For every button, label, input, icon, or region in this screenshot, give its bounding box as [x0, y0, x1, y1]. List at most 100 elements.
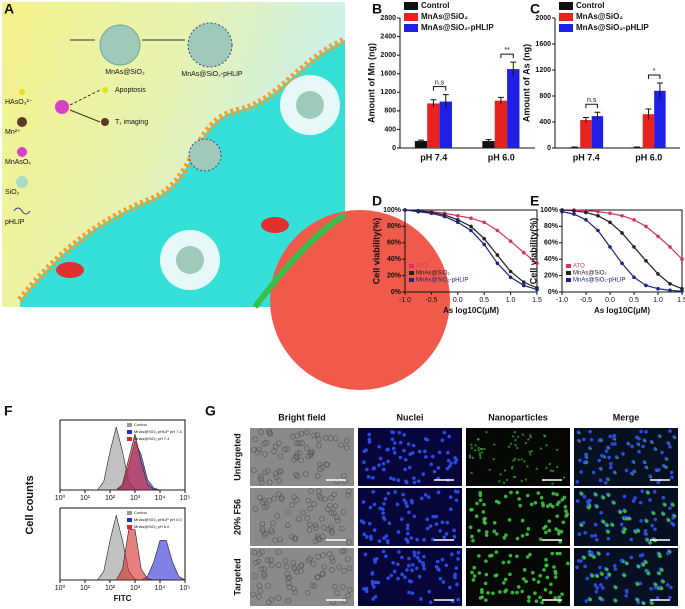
cell [289, 433, 296, 440]
icon [101, 118, 109, 126]
np-dot [533, 501, 538, 505]
nucleus-dot [427, 589, 432, 594]
nucleus-dot [432, 469, 437, 474]
np-dot [509, 490, 513, 495]
np-dot [508, 572, 512, 577]
nucleus-dot [633, 496, 637, 500]
nucleus-dot [402, 433, 406, 437]
nucleus-dot [422, 566, 426, 571]
error-bar [430, 99, 437, 108]
error-bar [442, 94, 449, 109]
nucleus-dot [378, 456, 383, 461]
cell [250, 591, 256, 598]
nucleus-dot [407, 590, 411, 595]
cell [298, 568, 304, 574]
np-dot [527, 438, 530, 441]
nucleus-dot [382, 536, 386, 541]
np-dot [477, 554, 481, 558]
cell [313, 525, 319, 531]
np-dot [654, 448, 658, 451]
nucleus-dot [393, 490, 397, 494]
nucleus-dot [372, 585, 376, 589]
nucleus-dot [372, 466, 376, 470]
np-dot [494, 499, 499, 504]
np-dot [470, 570, 474, 575]
nucleus-dot [396, 576, 400, 581]
legend-swatch [404, 13, 418, 21]
np-dot [494, 573, 499, 577]
np-dot [665, 466, 668, 470]
cell [261, 532, 268, 538]
np-dot [486, 591, 490, 595]
np-dot [544, 563, 548, 568]
nucleus-dot [405, 526, 410, 531]
np-dot [597, 551, 601, 556]
error-bar [418, 139, 425, 142]
np-dot [517, 497, 521, 501]
x-tick-label: 1.0 [653, 297, 663, 304]
legend-label: MnAs@SiO₂ [416, 271, 450, 277]
cell [278, 496, 285, 502]
np-dot [606, 530, 611, 534]
nucleus-dot [412, 476, 416, 480]
y-tick-label: 60% [544, 240, 559, 247]
cell [332, 503, 339, 509]
legend-label: MnAs@SiO₂-pHLIP [573, 278, 625, 284]
np-dot [607, 447, 611, 450]
nucleus-dot [369, 537, 373, 541]
marker [456, 213, 460, 218]
x-tick-label: 0.5 [629, 297, 639, 304]
np-dot [566, 561, 570, 566]
nucleus-dot [649, 586, 653, 591]
marker [482, 242, 487, 247]
np-dot [623, 509, 627, 514]
panel-label: C [530, 1, 540, 17]
np-dot [644, 461, 647, 465]
np-dot [502, 581, 506, 585]
cell [341, 597, 348, 604]
marker [403, 208, 407, 212]
marker [572, 209, 576, 213]
x-tick-label: 10⁰ [55, 584, 66, 592]
y-tick-label: 0 [547, 145, 551, 152]
nucleus-dot [401, 492, 405, 497]
np-dot [601, 520, 606, 524]
nucleus-dot [456, 597, 461, 602]
np-dot [600, 572, 604, 576]
np-dot [503, 469, 507, 472]
y-tick-label: 20% [544, 272, 559, 279]
nucleus-dot [423, 449, 427, 454]
np-dot [545, 575, 550, 580]
marker [608, 211, 612, 216]
cell [289, 502, 295, 508]
y-tick-label: 1200 [535, 67, 551, 74]
cell [268, 562, 275, 569]
cell [262, 469, 269, 476]
np-dot [635, 582, 640, 586]
nucleus-dot [597, 458, 602, 463]
nucleus-dot [629, 555, 634, 560]
np-dot [508, 553, 513, 558]
x-tick-label: 10² [105, 585, 116, 592]
nucleus-dot [593, 583, 598, 587]
marker [535, 287, 539, 292]
nucleus-dot [392, 450, 397, 455]
nucleus-dot [582, 437, 586, 442]
x-tick-label: 10³ [130, 585, 141, 592]
nucleus-dot [456, 557, 460, 561]
nucleus-dot [670, 475, 674, 480]
np-dot [543, 435, 547, 438]
nucleus-dot [575, 480, 580, 484]
cell [284, 571, 291, 577]
nucleus-dot [455, 582, 459, 587]
cell [330, 510, 337, 516]
y-tick-label: 2000 [535, 15, 551, 22]
bar [591, 116, 604, 148]
cell [278, 494, 285, 501]
marker [632, 218, 636, 222]
cell [284, 522, 291, 529]
cell [264, 557, 271, 564]
marker [680, 289, 684, 293]
np-dot [513, 475, 517, 479]
